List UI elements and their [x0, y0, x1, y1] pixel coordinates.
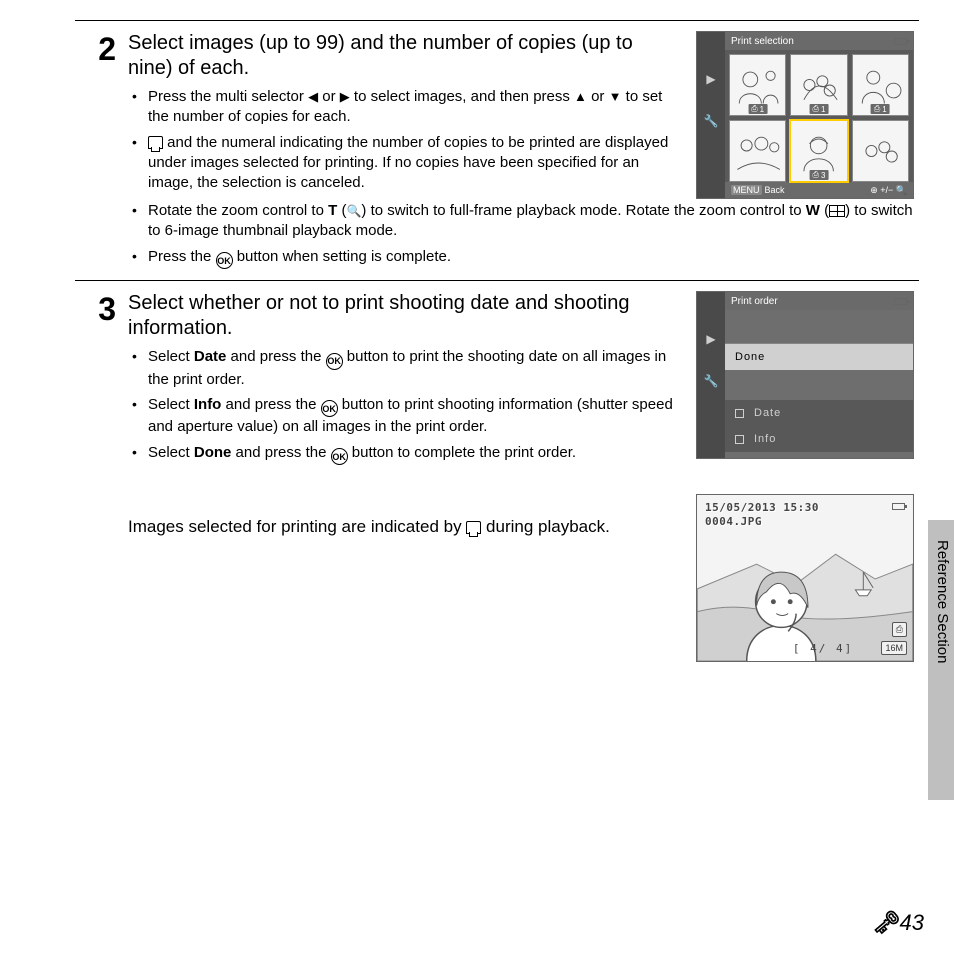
section-label: Reference Section [934, 540, 951, 663]
step3-bullet-2: Select Info and press the OK button to p… [148, 395, 678, 438]
step2-bullet-1: Press the multi selector ◀ or ▶ to selec… [148, 87, 678, 128]
ok-button-icon: OK [331, 448, 348, 465]
lcd1-title: Print selection [731, 36, 794, 47]
osd-datetime: 15/05/2013 15:30 [705, 501, 819, 515]
step-2-title: Select images (up to 99) and the number … [128, 31, 678, 81]
step-2-number: 2 [90, 33, 116, 65]
reference-section-icon: 🗝 [873, 910, 900, 935]
ok-button-icon: OK [326, 353, 343, 370]
step-2: 2 Select images (up to 99) and the numbe… [90, 31, 914, 274]
step2-bullet-3: Rotate the zoom control to T (🔍) to swit… [148, 201, 914, 242]
ok-button-icon: OK [321, 400, 338, 417]
menu-info: Info [725, 426, 913, 452]
thumbnail-grid-icon [829, 205, 845, 217]
playback-tab-icon: ▶ [706, 72, 715, 86]
setup-tab-icon: 🔧 [704, 374, 719, 388]
playback-note: Images selected for printing are indicat… [128, 516, 648, 538]
osd-counter: 4/ 4 [810, 642, 845, 655]
step3-bullet-1: Select Date and press the OK button to p… [148, 347, 678, 390]
lcd-print-selection: ▶ 🔧 Print selection ⎙1 [696, 31, 914, 199]
size-badge: 16M [881, 641, 907, 655]
battery-icon [892, 503, 905, 510]
arrow-down-icon: ▼ [609, 89, 622, 104]
lcd1-plusminus: +/− [880, 185, 893, 195]
step-3: 3 Select whether or not to print shootin… [90, 291, 914, 480]
battery-icon [894, 298, 907, 305]
thumbnail-6 [852, 120, 909, 182]
thumbnail-5-selected: ⎙3 [790, 120, 847, 182]
page-number: 🗝43 [0, 910, 924, 936]
menu-date: Date [725, 400, 913, 426]
arrow-left-icon: ◀ [308, 89, 318, 104]
step3-bullet-3: Select Done and press the OK button to c… [148, 443, 678, 466]
print-icon [148, 136, 163, 149]
step2-bullet-2: and the numeral indicating the number of… [148, 133, 678, 194]
lcd-print-order: ▶ 🔧 Print order Done Date [696, 291, 914, 459]
step-3-bullets: Select Date and press the OK button to p… [128, 347, 678, 465]
battery-icon [894, 38, 907, 45]
arrow-right-icon: ▶ [340, 89, 350, 104]
setup-tab-icon: 🔧 [704, 114, 719, 128]
step2-bullet-4: Press the OK button when setting is comp… [148, 247, 914, 270]
thumbnail-1: ⎙1 [729, 54, 786, 116]
step-3-title: Select whether or not to print shooting … [128, 291, 678, 341]
print-mark-icon: ⎙ [892, 622, 907, 637]
magnify-icon: 🔍 [346, 204, 361, 218]
menu-done: Done [725, 344, 913, 370]
thumbnail-3: ⎙1 [852, 54, 909, 116]
playback-tab-icon: ▶ [706, 332, 715, 346]
step-2-bullets-cont: Rotate the zoom control to T (🔍) to swit… [128, 201, 914, 269]
print-icon [466, 521, 481, 534]
ok-button-icon: OK [216, 252, 233, 269]
step-3-number: 3 [90, 293, 116, 325]
lcd-playback-preview: 15/05/2013 15:30 0004.JPG ⎙ 16M [ 4/ 4] [696, 494, 914, 662]
osd-filename: 0004.JPG [705, 515, 819, 529]
lcd2-title: Print order [731, 296, 778, 307]
thumbnail-4 [729, 120, 786, 182]
step-2-bullets: Press the multi selector ◀ or ▶ to selec… [128, 87, 678, 193]
lcd1-back: Back [765, 185, 785, 195]
checkbox-icon [735, 435, 744, 444]
checkbox-icon [735, 409, 744, 418]
thumbnail-2: ⎙1 [790, 54, 847, 116]
arrow-up-icon: ▲ [574, 89, 587, 104]
